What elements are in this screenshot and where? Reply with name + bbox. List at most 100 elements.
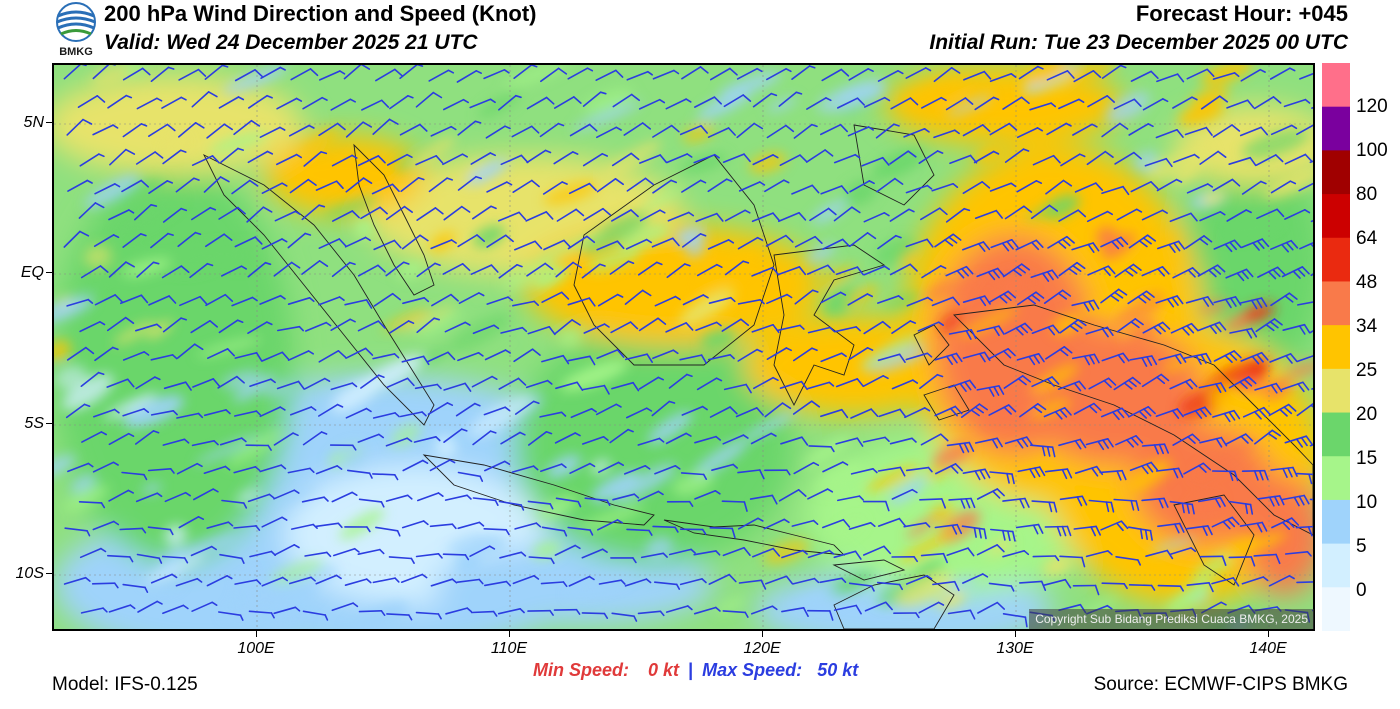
barb-shaft xyxy=(962,181,984,194)
barb-shaft xyxy=(373,292,394,307)
wind-barb xyxy=(1169,547,1197,556)
barb-feather xyxy=(1223,412,1231,423)
barb-shaft xyxy=(693,153,716,164)
wind-barb xyxy=(261,238,288,250)
barb-shaft xyxy=(891,379,914,390)
barb-feather xyxy=(840,185,849,195)
barb-feather xyxy=(854,153,861,159)
wind-barb xyxy=(360,374,385,389)
wind-barb xyxy=(654,295,681,307)
barb-feather xyxy=(825,97,832,102)
barb-feather xyxy=(968,441,975,453)
barb-feather xyxy=(948,236,958,244)
wind-barb xyxy=(498,264,523,279)
barb-feather xyxy=(183,557,189,564)
barb-feather xyxy=(1101,328,1109,338)
barb-feather xyxy=(1272,96,1282,104)
barb-feather xyxy=(811,347,818,352)
barb-feather xyxy=(348,261,356,266)
barb-feather xyxy=(657,317,667,325)
wind-barb xyxy=(933,66,961,83)
wind-barb xyxy=(442,553,470,561)
wind-barb xyxy=(1281,381,1310,393)
barb-feather xyxy=(856,437,864,447)
wind-barb xyxy=(905,466,933,473)
wind-barb xyxy=(666,153,693,164)
barb-shaft xyxy=(386,613,410,616)
barb-feather xyxy=(629,321,639,330)
speed-streak xyxy=(1137,252,1186,278)
wind-barb xyxy=(163,381,192,391)
barb-feather xyxy=(240,557,245,565)
barb-feather xyxy=(813,577,820,584)
barb-shaft xyxy=(527,500,552,505)
colorbar-segment xyxy=(1322,150,1350,195)
barb-feather xyxy=(351,444,357,451)
barb-feather xyxy=(1175,178,1183,183)
barb-shaft xyxy=(919,498,943,501)
speed-streak xyxy=(1200,190,1225,206)
barb-shaft xyxy=(1016,291,1037,306)
barb-shaft xyxy=(401,520,425,529)
speed-streak xyxy=(167,244,233,273)
barb-shaft xyxy=(737,517,759,530)
barb-shaft xyxy=(428,69,450,82)
barb-shaft xyxy=(206,123,226,139)
speed-streak xyxy=(196,336,261,358)
barb-shaft xyxy=(777,266,801,276)
wind-barb xyxy=(442,153,469,166)
barb-feather xyxy=(1053,501,1058,513)
barb-shaft xyxy=(989,73,1013,83)
wind-barb xyxy=(135,376,161,390)
speed-streak xyxy=(884,291,923,310)
barb-feather xyxy=(560,411,567,417)
wind-barb xyxy=(191,155,220,166)
barb-feather xyxy=(449,459,456,464)
barb-feather xyxy=(1285,354,1293,364)
barb-feather xyxy=(1119,65,1127,69)
barb-feather xyxy=(209,320,218,328)
barb-feather xyxy=(1041,272,1050,282)
wind-barb xyxy=(555,497,582,508)
wind-barb xyxy=(711,463,739,472)
barb-shaft xyxy=(1184,126,1208,136)
wind-barb xyxy=(679,124,709,136)
barb-shaft xyxy=(569,462,591,475)
wind-barb xyxy=(1212,124,1241,138)
wind-barb xyxy=(681,233,707,248)
barb-feather xyxy=(657,490,664,496)
barb-feather xyxy=(988,386,995,397)
wind-barb xyxy=(1170,322,1199,336)
wind-barb xyxy=(1169,378,1198,390)
wind-barb xyxy=(1031,376,1060,388)
barb-feather xyxy=(1024,322,1033,332)
barb-shaft xyxy=(191,206,212,221)
barb-feather xyxy=(281,516,288,521)
wind-barb xyxy=(554,319,581,335)
speed-streak xyxy=(960,545,994,563)
barb-feather xyxy=(1135,500,1140,512)
wind-barb xyxy=(1099,469,1127,481)
barb-shaft xyxy=(1060,153,1081,167)
wind-barb xyxy=(344,578,372,587)
barb-feather xyxy=(1016,266,1026,274)
barb-shaft xyxy=(1002,96,1023,110)
barb-shaft xyxy=(1296,402,1313,417)
wind-barb xyxy=(1071,353,1100,366)
barb-shaft xyxy=(1074,182,1097,193)
barb-feather xyxy=(213,439,219,446)
barb-feather xyxy=(1031,294,1041,302)
barb-shaft xyxy=(1284,435,1308,444)
barb-shaft xyxy=(961,573,984,584)
barb-feather xyxy=(1207,183,1214,188)
barb-feather xyxy=(1139,528,1143,540)
barb-feather xyxy=(353,547,360,553)
wind-barb xyxy=(1016,127,1044,139)
barb-feather xyxy=(603,384,610,395)
barb-shaft xyxy=(637,610,662,615)
barb-feather xyxy=(731,527,736,539)
barb-feather xyxy=(1179,585,1184,592)
barb-shaft xyxy=(178,515,200,529)
barb-feather xyxy=(646,70,654,76)
barb-feather xyxy=(210,545,217,551)
